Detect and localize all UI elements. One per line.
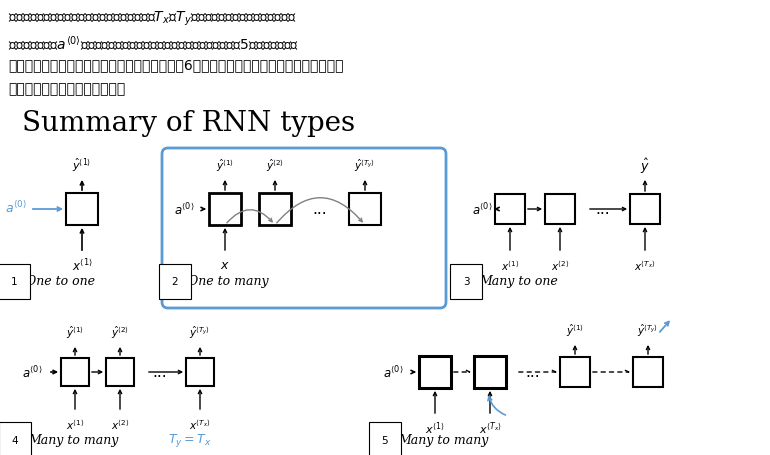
FancyBboxPatch shape [186,358,214,386]
Text: ...: ... [152,365,167,379]
FancyBboxPatch shape [209,193,241,226]
FancyBboxPatch shape [633,357,663,387]
FancyBboxPatch shape [349,193,381,226]
Text: $x^{\langle T_x\rangle}$: $x^{\langle T_x\rangle}$ [634,258,656,272]
Text: $a^{\langle 0\rangle}$: $a^{\langle 0\rangle}$ [22,364,42,380]
Text: $a^{\langle 0\rangle}$: $a^{\langle 0\rangle}$ [174,201,195,218]
Text: One to one: One to one [26,275,95,288]
Text: $\hat{y}^{\langle 2\rangle}$: $\hat{y}^{\langle 2\rangle}$ [266,157,284,174]
Text: $a^{\langle 0\rangle}$: $a^{\langle 0\rangle}$ [5,200,27,216]
Text: ...: ... [595,202,610,217]
Text: 2: 2 [172,276,179,286]
Text: $\hat{y}^{\langle T_y\rangle}$: $\hat{y}^{\langle T_y\rangle}$ [189,324,210,340]
Text: Many to many: Many to many [28,434,119,446]
Text: Many to many: Many to many [398,434,488,446]
Text: $\hat{y}$: $\hat{y}$ [640,156,650,175]
Text: 后输出翻译成其他语言的结果。: 后输出翻译成其他语言的结果。 [8,82,126,96]
FancyBboxPatch shape [66,193,98,226]
FancyBboxPatch shape [106,358,134,386]
Text: $x^{\langle T_x\rangle}$: $x^{\langle T_x\rangle}$ [189,417,211,431]
Text: $a^{\langle 0\rangle}$: $a^{\langle 0\rangle}$ [472,201,493,218]
Text: 后，这个网络就会输出翻译结果。有了这种结构$T_x$和$T_y$就可以是不同的长度了。同样，你: 后，这个网络就会输出翻译结果。有了这种结构$T_x$和$T_y$就可以是不同的长… [8,10,296,28]
FancyBboxPatch shape [630,195,660,224]
Text: $a^{\langle 0\rangle}$: $a^{\langle 0\rangle}$ [383,364,403,380]
Text: $x^{\langle 1\rangle}$: $x^{\langle 1\rangle}$ [425,420,445,436]
Text: $x^{\langle T_x\rangle}$: $x^{\langle T_x\rangle}$ [478,420,501,436]
Text: 也可以画上这个$a^{\langle 0\rangle}$。这个网络的结构有两个不同的部分，这（上图编号5所示）是一个编: 也可以画上这个$a^{\langle 0\rangle}$。这个网络的结构有两个… [8,34,300,52]
Text: 5: 5 [382,435,388,445]
Text: 码器，获取输入，比如法语句子，这（上图编号6所示）是解码器，它会读取整个句子，然: 码器，获取输入，比如法语句子，这（上图编号6所示）是解码器，它会读取整个句子，然 [8,58,343,72]
Text: $x^{\langle 1\rangle}$: $x^{\langle 1\rangle}$ [500,258,519,272]
Text: $\hat{y}^{\langle 1\rangle}$: $\hat{y}^{\langle 1\rangle}$ [566,322,584,339]
Text: One to many: One to many [188,275,269,288]
Text: $\hat{y}^{\langle 1\rangle}$: $\hat{y}^{\langle 1\rangle}$ [216,157,234,174]
Text: $T_y=T_x$: $T_y=T_x$ [168,431,212,449]
Text: $x^{\langle 2\rangle}$: $x^{\langle 2\rangle}$ [551,258,569,272]
FancyBboxPatch shape [61,358,89,386]
FancyBboxPatch shape [419,356,451,388]
FancyBboxPatch shape [162,149,446,308]
FancyBboxPatch shape [259,193,291,226]
Text: ...: ... [525,365,540,379]
FancyBboxPatch shape [545,195,575,224]
Text: 3: 3 [463,276,469,286]
Text: ...: ... [313,202,327,217]
Text: 1: 1 [11,276,17,286]
Text: $\hat{y}^{\langle T_y\rangle}$: $\hat{y}^{\langle T_y\rangle}$ [354,157,376,174]
Text: $x^{\langle 1\rangle}$: $x^{\langle 1\rangle}$ [72,257,92,274]
Text: Summary of RNN types: Summary of RNN types [22,110,355,136]
FancyBboxPatch shape [560,357,590,387]
Text: $x^{\langle 1\rangle}$: $x^{\langle 1\rangle}$ [65,417,84,431]
FancyBboxPatch shape [474,356,506,388]
Text: $x$: $x$ [220,259,230,272]
Text: $\hat{y}^{\langle 2\rangle}$: $\hat{y}^{\langle 2\rangle}$ [111,324,129,340]
FancyBboxPatch shape [495,195,525,224]
Text: $x^{\langle 2\rangle}$: $x^{\langle 2\rangle}$ [111,417,129,431]
Text: 4: 4 [12,435,18,445]
Text: $\hat{y}^{\langle 1\rangle}$: $\hat{y}^{\langle 1\rangle}$ [72,157,92,175]
Text: Many to one: Many to one [479,275,557,288]
Text: $\hat{y}^{\langle 1\rangle}$: $\hat{y}^{\langle 1\rangle}$ [66,324,84,340]
Text: $\hat{y}^{\langle T_y\rangle}$: $\hat{y}^{\langle T_y\rangle}$ [638,322,658,339]
